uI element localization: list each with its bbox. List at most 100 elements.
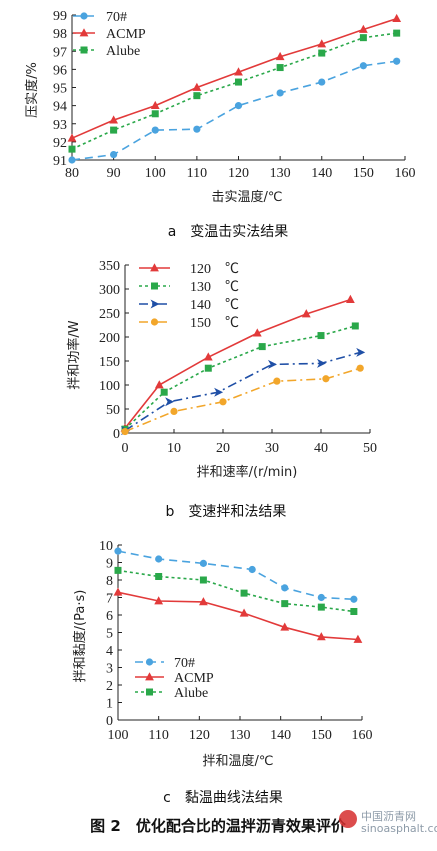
chart-b-series-0-point <box>203 352 213 361</box>
watermark: 中国沥青网 sinoasphalt.com <box>339 810 437 835</box>
chart-c-series-0-point <box>281 584 289 592</box>
chart-a-y-tick-label: 91 <box>53 154 67 169</box>
chart-a-x-tick-label: 100 <box>145 166 166 181</box>
chart-c-series-0-point <box>248 565 256 574</box>
chart-b: 拌和功率/W 拌和速率/(r/min) b 变速拌和法结果 0 10 20 30 40 5… <box>66 259 377 520</box>
chart-a-series-2-point <box>359 34 367 42</box>
chart-c-legend-marker-1 <box>145 672 154 681</box>
chart-b-series-2-point <box>317 358 326 368</box>
chart-b-series-1-point <box>351 322 359 330</box>
chart-b-series-line-1 <box>124 325 356 430</box>
chart-b-caption: b 变速拌和法结果 <box>166 504 287 520</box>
chart-a-y-tick-label: 95 <box>53 82 67 97</box>
chart-c-y-tick-label: 7 <box>106 592 113 607</box>
chart-a-series-0-point <box>359 62 367 70</box>
chart-a-x-tick-label: 140 <box>311 166 332 181</box>
chart-a-x-tick-label: 130 <box>270 166 291 181</box>
chart-b-legend-label-0: 120 ℃ <box>190 262 239 277</box>
chart-b-ylabel: 拌和功率/W <box>66 320 82 389</box>
chart-c-caption: c 黏温曲线法结果 <box>163 790 283 806</box>
chart-a-y-tick-label: 93 <box>53 118 67 133</box>
chart-a-legend-label-1: ACMP <box>106 27 146 42</box>
chart-a-ylabel: 压实度/% <box>24 62 40 118</box>
chart-b-series-0-point <box>301 309 311 318</box>
chart-a-series-1-point <box>275 51 285 61</box>
chart-a-series-2-point <box>393 29 401 37</box>
chart-c-x-tick-label: 110 <box>148 728 168 743</box>
chart-b-y-tick-label: 350 <box>99 259 120 274</box>
figure-title: 图 2 优化配合比的温拌沥青效果评价 <box>90 817 347 835</box>
chart-c-series-2-point <box>317 603 325 611</box>
chart-a-caption: a 变温击实法结果 <box>168 224 289 240</box>
chart-c-series-1-point <box>199 597 208 606</box>
chart-a: 压实度/% 击实温度/℃ a 变温击实法结果 80 90 100 110 120 130 1… <box>24 9 416 240</box>
chart-c-series-1-point <box>239 608 249 617</box>
chart-a-legend-marker-0 <box>80 12 88 20</box>
chart-a-series-0-point <box>393 57 401 65</box>
chart-c-ylabel: 拌和黏度/(Pa·s) <box>72 590 88 683</box>
chart-c-y-tick-label: 9 <box>106 557 113 572</box>
watermark-text: 中国沥青网 <box>361 810 416 823</box>
chart-b-series-3-point <box>170 407 178 415</box>
chart-b-series-3-point <box>219 398 227 406</box>
chart-b-x-tick-label: 30 <box>265 441 279 456</box>
chart-c-y-tick-label: 6 <box>106 609 113 624</box>
chart-c-legend-label-1: ACMP <box>174 671 214 686</box>
chart-c-xlabel: 拌和温度/℃ <box>203 753 274 769</box>
chart-a-series-0-point <box>193 125 201 133</box>
chart-c-series-0-point <box>199 559 207 567</box>
chart-a-series-2-point <box>151 110 159 118</box>
chart-c-y-tick-label: 5 <box>106 627 113 642</box>
chart-b-legend-marker-0 <box>150 263 159 272</box>
chart-b-y-tick-label: 0 <box>113 427 120 442</box>
chart-c-series-1-point <box>154 596 164 605</box>
chart-c-series-0-point <box>317 593 325 602</box>
chart-c-x-tick-label: 120 <box>189 728 210 743</box>
chart-c-series-1-point <box>353 634 363 643</box>
chart-b-legend-label-2: 140 ℃ <box>190 298 239 313</box>
watermark-url: sinoasphalt.com <box>361 822 437 835</box>
chart-a-series-0-point <box>68 156 76 164</box>
chart-a-xlabel: 击实温度/℃ <box>212 189 283 205</box>
chart-b-series-3-point <box>273 377 281 385</box>
chart-b-y-tick-label: 50 <box>106 403 120 418</box>
chart-b-series-2-point <box>268 359 277 369</box>
chart-a-y-tick-label: 99 <box>53 9 67 24</box>
chart-a-y-tick-label: 98 <box>53 27 67 42</box>
chart-b-series-1-point <box>317 332 325 340</box>
chart-a-series-2-point <box>110 126 118 134</box>
chart-c-series-2-point <box>199 576 207 584</box>
chart-a-series-1-point <box>109 115 119 124</box>
chart-b-series-3-point <box>121 427 129 436</box>
chart-b-series-0-point <box>252 328 262 337</box>
chart-b-series-line-2 <box>124 351 361 432</box>
chart-c-y-tick-label: 8 <box>106 574 113 589</box>
chart-c-legend-marker-2 <box>146 688 153 696</box>
chart-a-series-0-point <box>318 78 326 86</box>
chart-b-series-3-point <box>322 375 330 383</box>
chart-c-series-2-point <box>114 566 122 574</box>
chart-b-y-tick-label: 250 <box>99 307 120 322</box>
chart-b-series-3-point <box>356 364 364 372</box>
chart-a-y-tick-label: 92 <box>53 136 67 151</box>
chart-a-y-tick-label: 96 <box>53 63 67 78</box>
chart-a-series-line-2 <box>71 32 397 150</box>
chart-b-legend-label-1: 130 ℃ <box>190 280 239 295</box>
chart-c: 拌和黏度/(Pa·s) 拌和温度/℃ c 黏温曲线法结果 100 110 120 13… <box>72 539 373 806</box>
chart-a-x-tick-label: 90 <box>107 166 121 181</box>
chart-b-series-1-point <box>204 364 212 372</box>
chart-b-y-tick-label: 300 <box>99 283 120 298</box>
chart-a-series-1-point <box>67 133 77 142</box>
chart-c-y-tick-label: 2 <box>106 679 113 694</box>
chart-c-y-tick-label: 1 <box>106 697 113 712</box>
chart-b-x-tick-label: 20 <box>216 441 230 456</box>
chart-c-series-0-point <box>350 595 358 603</box>
chart-c-x-tick-label: 130 <box>230 728 251 743</box>
chart-b-series-0-point <box>154 380 164 389</box>
chart-c-series-line-0 <box>117 550 354 601</box>
chart-b-series-2-point <box>356 347 366 357</box>
chart-c-series-2-point <box>240 589 248 597</box>
chart-c-series-0-point <box>114 547 122 555</box>
chart-a-series-1-point <box>392 13 402 23</box>
